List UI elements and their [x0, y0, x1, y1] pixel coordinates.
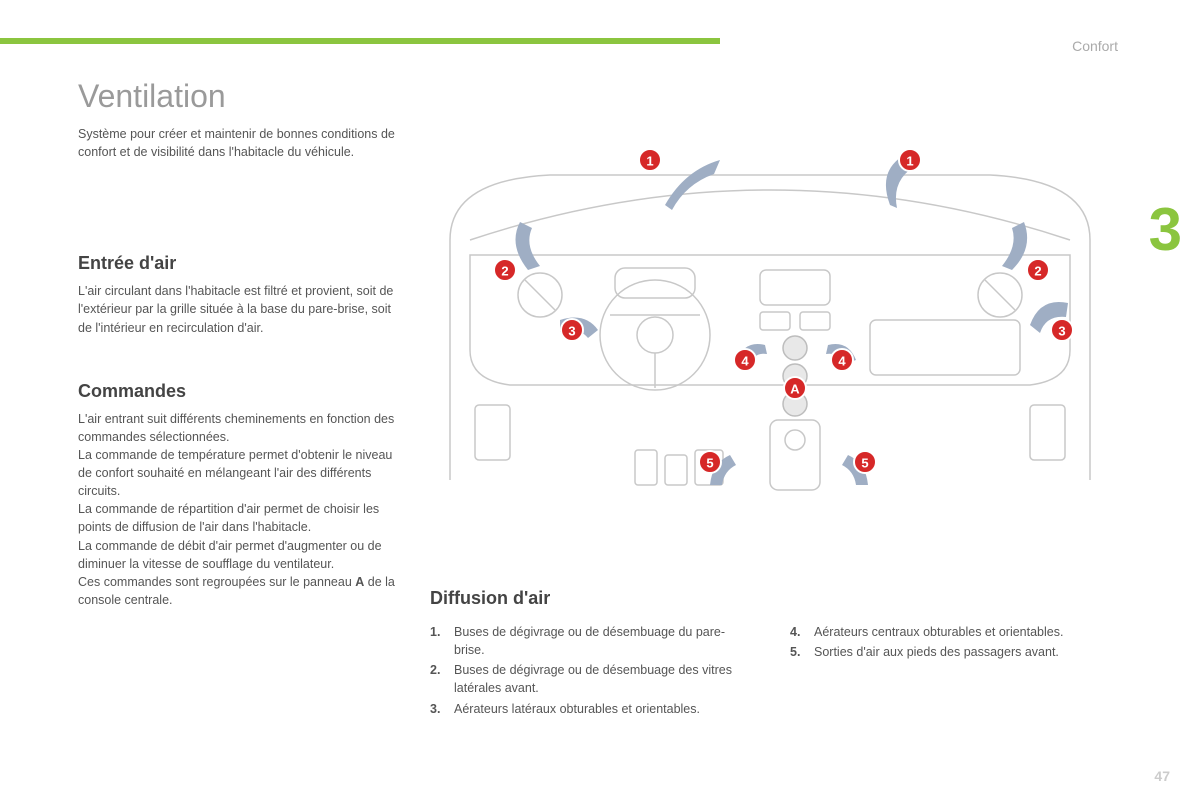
callout-label: 2	[1034, 264, 1041, 279]
left-column: Ventilation Système pour créer et mainte…	[78, 78, 398, 609]
section-label: Confort	[1072, 38, 1118, 54]
page-title: Ventilation	[78, 78, 398, 115]
callout-label: 3	[1058, 324, 1065, 339]
list-item-text: Buses de dégivrage ou de désembuage des …	[454, 661, 750, 697]
entree-heading: Entrée d'air	[78, 253, 398, 274]
commandes-p5: Ces commandes sont regroupées sur le pan…	[78, 573, 398, 609]
list-item-number: 5.	[790, 643, 814, 661]
list-item-text: Aérateurs latéraux obturables et orienta…	[454, 700, 700, 718]
list-item: 3.Aérateurs latéraux obturables et orien…	[430, 700, 750, 718]
list-item-number: 1.	[430, 623, 454, 659]
section-diffusion: Diffusion d'air 1.Buses de dégivrage ou …	[430, 588, 1110, 720]
callout-label: 5	[706, 456, 713, 471]
ventilation-diagram: 1 1 2 2 3 3 4 4 A 5 5	[430, 120, 1110, 520]
list-item: 2.Buses de dégivrage ou de désembuage de…	[430, 661, 750, 697]
commandes-p3: La commande de répartition d'air permet …	[78, 500, 398, 536]
section-entree: Entrée d'air L'air circulant dans l'habi…	[78, 253, 398, 336]
callout-label: A	[790, 382, 800, 397]
section-commandes: Commandes L'air entrant suit différents …	[78, 381, 398, 609]
diffusion-list-left: 1.Buses de dégivrage ou de désembuage du…	[430, 623, 750, 718]
commandes-p5a: Ces commandes sont regroupées sur le pan…	[78, 575, 355, 589]
list-item-text: Aérateurs centraux obturables et orienta…	[814, 623, 1063, 641]
list-item-number: 3.	[430, 700, 454, 718]
diffusion-heading: Diffusion d'air	[430, 588, 1110, 609]
callout-label: 1	[646, 154, 653, 169]
list-item: 4.Aérateurs centraux obturables et orien…	[790, 623, 1110, 641]
callout-label: 2	[501, 264, 508, 279]
callout-label: 4	[838, 354, 846, 369]
commandes-p4: La commande de débit d'air permet d'augm…	[78, 537, 398, 573]
commandes-p1: L'air entrant suit différents cheminemen…	[78, 410, 398, 446]
chapter-number: 3	[1149, 195, 1182, 264]
callout-label: 3	[568, 324, 575, 339]
list-item: 1.Buses de dégivrage ou de désembuage du…	[430, 623, 750, 659]
list-item: 5.Sorties d'air aux pieds des passagers …	[790, 643, 1110, 661]
callout-label: 4	[741, 354, 749, 369]
list-item-number: 4.	[790, 623, 814, 641]
commandes-p5-bold: A	[355, 575, 364, 589]
commandes-p2: La commande de température permet d'obte…	[78, 446, 398, 500]
list-item-text: Buses de dégivrage ou de désembuage du p…	[454, 623, 750, 659]
page-number: 47	[1154, 768, 1170, 784]
callout-label: 5	[861, 456, 868, 471]
intro-text: Système pour créer et maintenir de bonne…	[78, 125, 398, 161]
diffusion-list-right: 4.Aérateurs centraux obturables et orien…	[790, 623, 1110, 661]
callout-label: 1	[906, 154, 913, 169]
list-item-text: Sorties d'air aux pieds des passagers av…	[814, 643, 1059, 661]
list-item-number: 2.	[430, 661, 454, 697]
commandes-heading: Commandes	[78, 381, 398, 402]
accent-bar	[0, 38, 720, 44]
entree-text: L'air circulant dans l'habitacle est fil…	[78, 282, 398, 336]
